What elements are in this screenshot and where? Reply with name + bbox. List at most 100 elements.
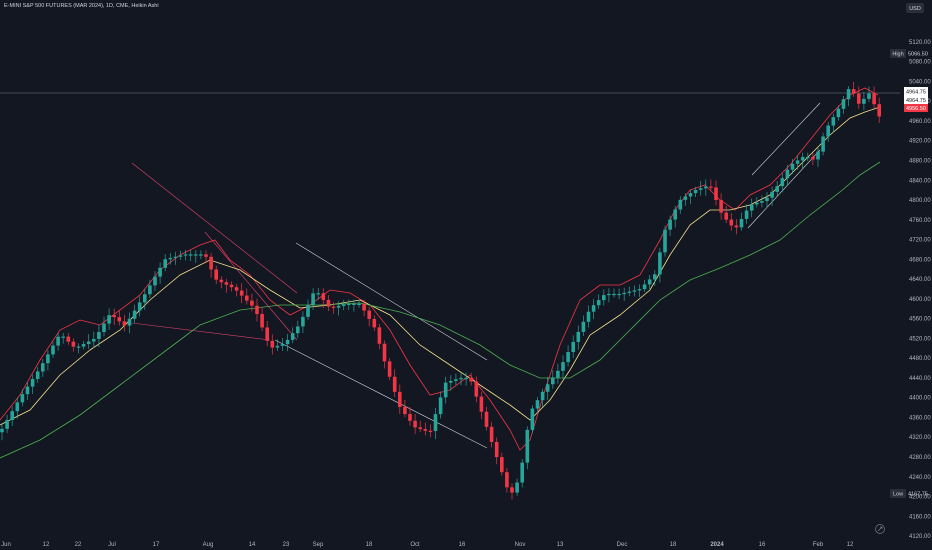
candle-body xyxy=(46,354,50,364)
high-value: 5066.50 xyxy=(908,52,928,58)
candle-body xyxy=(500,457,504,473)
x-tick-label: Oct xyxy=(410,542,420,548)
candle-body xyxy=(729,219,734,226)
candle-body xyxy=(693,189,698,194)
candle-body xyxy=(622,292,626,295)
candle-body xyxy=(581,321,586,332)
x-tick-label: Aug xyxy=(203,542,214,548)
candle-body xyxy=(765,197,769,202)
candle-body xyxy=(387,361,392,377)
last-price-value-2: 4964.75 xyxy=(906,98,926,104)
candle-body xyxy=(224,282,229,285)
candle-body xyxy=(423,429,428,431)
y-tick-label: 5040.00 xyxy=(909,79,931,85)
x-tick-label: 23 xyxy=(283,542,290,548)
candle-body xyxy=(464,377,468,380)
candle-body xyxy=(413,420,417,428)
y-tick-label: 4120.00 xyxy=(909,534,931,540)
x-tick-label: 14 xyxy=(249,542,256,548)
last-price-badge: 4964.75 4964.75 4956.50 xyxy=(904,87,928,112)
candle-body xyxy=(20,394,25,403)
y-tick-label: 4960.00 xyxy=(909,119,931,125)
candle-body xyxy=(831,117,836,126)
y-tick-label: 4880.00 xyxy=(909,158,931,164)
candle-body xyxy=(15,402,20,412)
candle-body xyxy=(800,157,805,161)
x-tick-label: Sep xyxy=(313,542,324,548)
candle-body xyxy=(668,219,672,230)
candle-body xyxy=(306,305,310,317)
candle-body xyxy=(377,327,382,344)
candle-body xyxy=(163,259,167,268)
candle-body xyxy=(525,429,530,463)
candle-body xyxy=(556,370,560,378)
candle-body xyxy=(515,482,519,493)
candle-body xyxy=(821,136,825,152)
candle-body xyxy=(408,414,412,421)
candle-body xyxy=(714,187,718,201)
y-tick-label: 4600.00 xyxy=(909,297,931,303)
candle-body xyxy=(183,254,188,256)
candle-body xyxy=(479,396,484,412)
candle-body xyxy=(245,295,249,301)
high-badge: High 5066.50 xyxy=(890,49,928,58)
y-tick-label: 4200.00 xyxy=(909,495,931,501)
trendline-red-lower xyxy=(131,322,271,341)
candle-body xyxy=(642,284,647,290)
candle-body xyxy=(658,252,662,275)
candle-body xyxy=(449,380,453,383)
trendline-white-channel-2 xyxy=(747,149,821,229)
ma-mid xyxy=(0,106,881,426)
y-tick-label: 4920.00 xyxy=(909,139,931,145)
x-tick-label: 16 xyxy=(459,542,466,548)
candle-body xyxy=(719,200,723,213)
candle-body xyxy=(749,204,754,211)
candle-body xyxy=(770,191,774,198)
x-tick-label: Dec xyxy=(617,542,628,548)
goto-realtime-icon[interactable] xyxy=(875,524,885,534)
trendlines xyxy=(131,102,821,449)
candle-body xyxy=(576,331,581,342)
candle-body xyxy=(173,256,178,259)
x-tick-label: 17 xyxy=(153,542,160,548)
currency-label: USD xyxy=(909,6,921,12)
candle-body xyxy=(724,212,728,220)
candles xyxy=(0,81,881,500)
candle-body xyxy=(632,290,637,292)
candle-body xyxy=(663,229,667,253)
candle-body xyxy=(188,254,193,256)
candle-body xyxy=(25,386,30,395)
candle-body xyxy=(785,169,790,179)
candle-body xyxy=(148,285,152,295)
candle-body xyxy=(229,284,234,288)
x-tick-label: 16 xyxy=(759,542,766,548)
candle-body xyxy=(795,160,800,164)
x-tick-label: Jun xyxy=(1,542,11,548)
y-tick-label: 4280.00 xyxy=(909,455,931,461)
candle-body xyxy=(347,303,351,305)
candle-body xyxy=(566,352,570,363)
trendline-white-upper xyxy=(295,242,488,361)
y-tick-label: 4840.00 xyxy=(909,178,931,184)
candle-body xyxy=(403,406,407,415)
candle-body xyxy=(612,293,616,296)
candle-body xyxy=(734,225,739,228)
y-tick-label: 4560.00 xyxy=(909,317,931,323)
x-tick-label: 2024 xyxy=(710,542,724,548)
candle-body xyxy=(71,341,76,347)
y-tick-label: 4760.00 xyxy=(909,218,931,224)
candle-body xyxy=(362,303,366,311)
candle-body xyxy=(178,255,183,257)
candle-body xyxy=(275,345,280,348)
y-axis: 5120.005080.005040.005000.004960.004920.… xyxy=(909,40,931,540)
candle-body xyxy=(260,314,264,328)
candle-body xyxy=(438,397,443,415)
y-tick-label: 4320.00 xyxy=(909,435,931,441)
x-axis: Jun 12 22 Jul 17 Aug 14 23 Sep 18 Oct 16 Nov 13 Dec 18 2… xyxy=(1,542,854,548)
y-tick-label: 4360.00 xyxy=(909,415,931,421)
candle-body xyxy=(56,336,60,346)
candle-body xyxy=(296,326,300,334)
candle-body xyxy=(571,341,575,353)
candle-body xyxy=(76,346,81,348)
